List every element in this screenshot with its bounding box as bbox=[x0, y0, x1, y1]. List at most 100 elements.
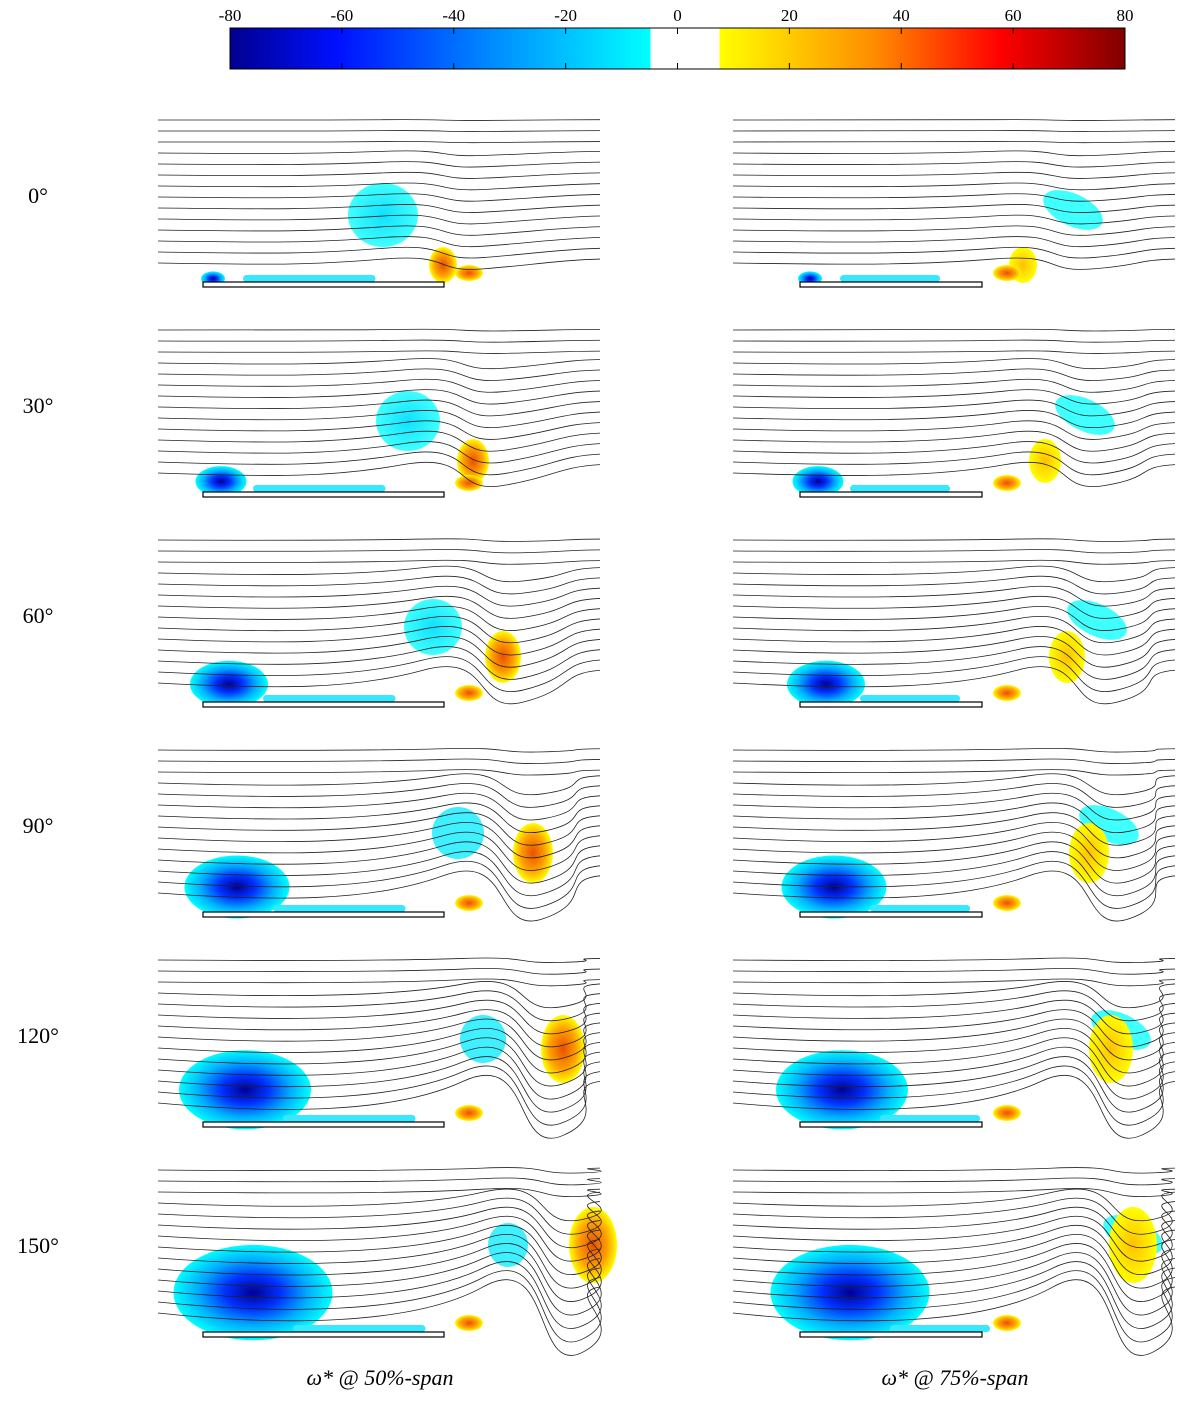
streamline bbox=[733, 359, 1175, 369]
shear-layer bbox=[890, 1325, 990, 1332]
shear-layer bbox=[253, 485, 386, 492]
figure: 0°30°60°90°120°150° ω* @ 50%-span ω* @ 7… bbox=[0, 0, 1183, 1400]
streamline bbox=[733, 131, 1175, 132]
plate bbox=[203, 282, 444, 287]
streamline bbox=[158, 351, 600, 354]
streamline bbox=[733, 183, 1175, 190]
tick-label: 60 bbox=[1005, 6, 1022, 25]
streamline bbox=[158, 979, 600, 986]
streamline bbox=[733, 204, 1175, 212]
streamline bbox=[733, 431, 1175, 451]
streamline bbox=[158, 379, 600, 392]
streamline bbox=[733, 340, 1175, 342]
streamline bbox=[733, 194, 1175, 201]
streamline bbox=[158, 793, 600, 820]
vortex-blob bbox=[993, 475, 1021, 491]
streamline bbox=[158, 390, 600, 404]
shear-layer bbox=[293, 1325, 426, 1332]
streamline bbox=[733, 442, 1175, 464]
streamline bbox=[158, 162, 600, 167]
streamline bbox=[158, 626, 600, 655]
streamline bbox=[733, 539, 1175, 542]
streamline bbox=[733, 586, 1175, 606]
vortex-blob bbox=[455, 895, 483, 911]
streamline bbox=[733, 1189, 1175, 1221]
streamline bbox=[733, 258, 1175, 269]
vortex-blob bbox=[993, 895, 1021, 911]
plate bbox=[800, 492, 982, 497]
streamline bbox=[158, 586, 600, 606]
streamline bbox=[733, 748, 1175, 752]
streamline bbox=[158, 1207, 601, 1248]
vortex-blob bbox=[429, 247, 457, 283]
streamline bbox=[158, 369, 600, 381]
flow-panel bbox=[158, 748, 600, 921]
streamline bbox=[158, 120, 600, 121]
streamline bbox=[158, 151, 600, 156]
vortex-blob bbox=[1049, 631, 1085, 683]
streamline bbox=[733, 162, 1175, 167]
streamline bbox=[158, 340, 600, 342]
vortex-blob bbox=[993, 1105, 1021, 1121]
streamline bbox=[158, 247, 600, 258]
flow-panel bbox=[158, 1168, 617, 1356]
streamline bbox=[733, 979, 1175, 986]
streamline bbox=[733, 120, 1175, 121]
streamline bbox=[733, 369, 1175, 381]
vortex-blob bbox=[190, 661, 268, 708]
vortex-blob bbox=[455, 475, 483, 491]
streamline bbox=[158, 748, 600, 752]
tick-label: 0 bbox=[673, 6, 682, 25]
streamline bbox=[158, 1168, 601, 1174]
streamline bbox=[158, 141, 600, 142]
plate bbox=[203, 912, 444, 917]
flow-panel bbox=[733, 329, 1175, 497]
streamline bbox=[733, 237, 1175, 247]
tick-label: -40 bbox=[442, 6, 465, 25]
streamline bbox=[733, 141, 1175, 142]
streamline bbox=[733, 151, 1175, 156]
plate bbox=[800, 1122, 982, 1127]
streamline bbox=[733, 247, 1175, 258]
streamline bbox=[158, 968, 600, 974]
row-label: 90° bbox=[23, 813, 54, 838]
streamline bbox=[733, 566, 1175, 582]
streamline bbox=[158, 566, 600, 582]
streamline bbox=[733, 351, 1175, 354]
streamline bbox=[733, 576, 1175, 594]
plate bbox=[203, 1122, 444, 1127]
streamline bbox=[158, 616, 600, 642]
tick-label: -60 bbox=[331, 6, 354, 25]
streamline bbox=[733, 560, 1175, 564]
streamline bbox=[733, 759, 1175, 764]
shear-layer bbox=[860, 695, 960, 702]
shear-layer bbox=[273, 905, 406, 912]
streamline bbox=[733, 390, 1175, 404]
row-label: 0° bbox=[28, 183, 48, 208]
shear-layer bbox=[880, 1115, 980, 1122]
plate bbox=[800, 282, 982, 287]
streamline bbox=[733, 1178, 1175, 1185]
streamline bbox=[733, 1168, 1175, 1174]
tick-label: 80 bbox=[1117, 6, 1134, 25]
panels: 0°30°60°90°120°150° bbox=[17, 120, 1175, 1356]
streamline bbox=[158, 539, 600, 542]
tick-label: -80 bbox=[219, 6, 242, 25]
streamline bbox=[733, 958, 1175, 963]
flow-panel bbox=[733, 120, 1175, 287]
streamline bbox=[733, 172, 1175, 178]
plate bbox=[203, 1332, 444, 1337]
row-label: 60° bbox=[23, 603, 54, 628]
row-label: 120° bbox=[17, 1023, 59, 1048]
streamline bbox=[158, 431, 600, 451]
streamline bbox=[158, 958, 600, 963]
vortex-blob bbox=[455, 265, 483, 281]
vortex-blob bbox=[513, 823, 553, 883]
streamline bbox=[733, 783, 1175, 807]
streamline bbox=[733, 329, 1175, 331]
tick-label: 20 bbox=[781, 6, 798, 25]
vortex-blob bbox=[993, 1315, 1021, 1331]
streamline bbox=[158, 606, 600, 630]
streamline bbox=[158, 576, 600, 594]
flow-panel bbox=[733, 748, 1175, 921]
